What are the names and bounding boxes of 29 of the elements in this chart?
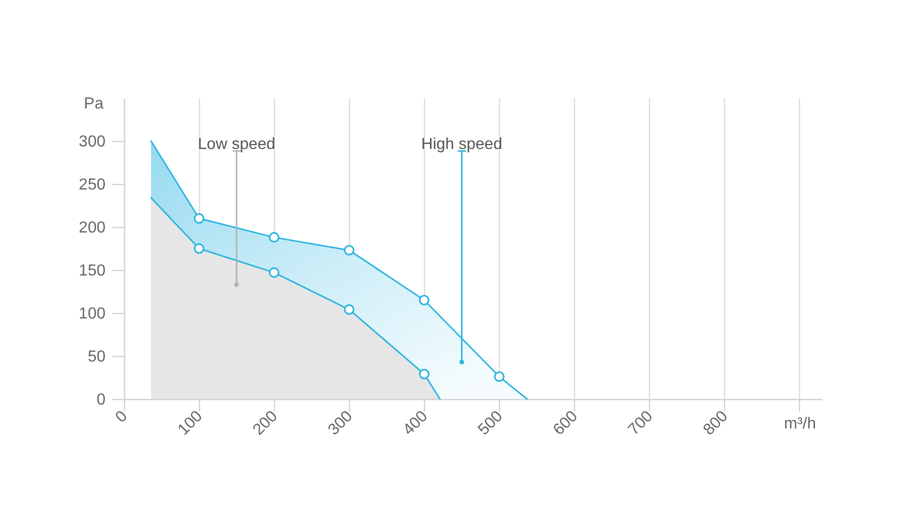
y-tick-label: 100 xyxy=(78,306,106,322)
point xyxy=(418,368,430,380)
y-tick-label: 150 xyxy=(78,262,106,280)
point xyxy=(418,294,430,306)
x-tick-label: 0 xyxy=(112,408,131,426)
point xyxy=(194,243,204,254)
y-tick-label: 200 xyxy=(78,220,106,236)
y-tick-label: 250 xyxy=(78,176,106,194)
point xyxy=(194,213,204,224)
y-tick-label: 50 xyxy=(88,348,106,366)
point xyxy=(494,371,505,382)
y-tick-label: 0 xyxy=(96,392,106,408)
x-tick-label: 400 xyxy=(400,408,432,439)
y-axis-title: Pa xyxy=(84,96,104,112)
point xyxy=(344,244,354,256)
annotation: Low speed xyxy=(198,136,276,153)
x-tick-label: 200 xyxy=(250,408,282,439)
x-axis-title: m³/h xyxy=(784,416,816,432)
x-tick-label: 600 xyxy=(550,408,582,439)
point xyxy=(268,232,280,243)
annotation: High speed xyxy=(421,136,502,153)
x-tick-label: 800 xyxy=(700,408,732,439)
point xyxy=(268,267,280,278)
x-tick-label: 700 xyxy=(625,408,656,439)
point xyxy=(344,304,354,315)
x-tick-label: 500 xyxy=(475,408,506,439)
y-tick-label: 300 xyxy=(78,134,106,150)
x-tick-label: 300 xyxy=(325,408,356,439)
x-tick-label: 100 xyxy=(175,408,206,439)
